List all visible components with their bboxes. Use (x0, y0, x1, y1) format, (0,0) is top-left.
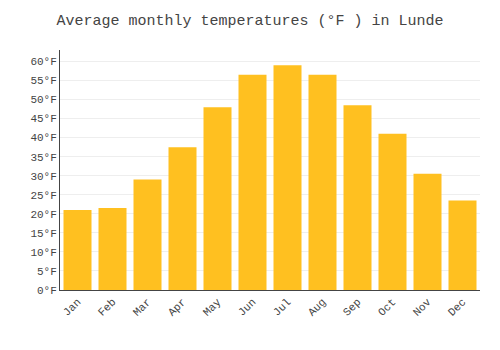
svg-text:55°F: 55°F (30, 75, 56, 87)
svg-text:35°F: 35°F (30, 152, 56, 164)
svg-text:40°F: 40°F (30, 132, 56, 144)
svg-text:Oct: Oct (376, 296, 398, 318)
svg-text:Dec: Dec (446, 296, 468, 318)
svg-text:5°F: 5°F (37, 266, 57, 278)
svg-text:Aug: Aug (306, 296, 328, 318)
svg-text:15°F: 15°F (30, 228, 56, 240)
svg-text:Average monthly temperatures (: Average monthly temperatures (°F ) in Lu… (56, 13, 443, 30)
svg-text:25°F: 25°F (30, 190, 56, 202)
svg-text:May: May (201, 296, 224, 319)
svg-text:Jan: Jan (61, 296, 83, 318)
svg-text:Mar: Mar (131, 296, 153, 318)
svg-text:Sep: Sep (341, 296, 363, 318)
svg-text:10°F: 10°F (30, 247, 56, 259)
svg-text:45°F: 45°F (30, 113, 56, 125)
svg-text:Jul: Jul (271, 296, 293, 318)
svg-text:20°F: 20°F (30, 209, 56, 221)
svg-text:60°F: 60°F (30, 56, 56, 68)
svg-text:Nov: Nov (411, 296, 434, 319)
svg-text:50°F: 50°F (30, 94, 56, 106)
svg-text:Feb: Feb (96, 296, 118, 318)
svg-text:30°F: 30°F (30, 171, 56, 183)
svg-text:0°F: 0°F (37, 285, 57, 297)
svg-text:Jun: Jun (236, 296, 258, 318)
svg-text:Apr: Apr (166, 296, 188, 318)
